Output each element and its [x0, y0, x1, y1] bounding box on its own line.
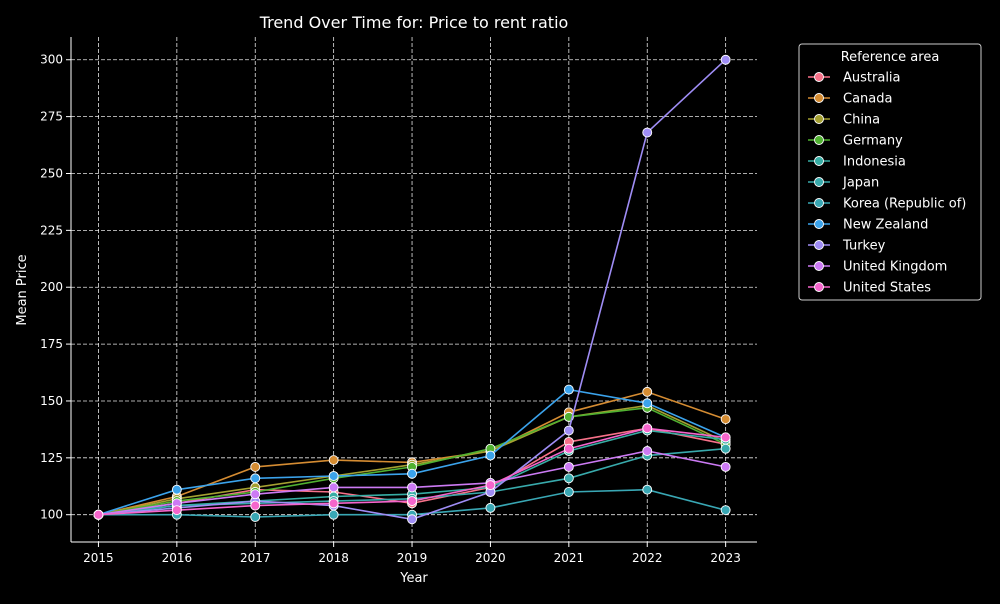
data-point-united-states [328, 498, 339, 509]
x-tick-label: 2021 [554, 551, 585, 565]
legend-marker-australia [814, 72, 824, 82]
x-tick-label: 2015 [83, 551, 114, 565]
legend-marker-china [814, 114, 824, 124]
data-point-korea-republic-of [328, 509, 339, 520]
y-tick-label: 150 [40, 394, 63, 408]
data-point-united-states [171, 505, 182, 516]
data-point-united-kingdom [642, 446, 653, 456]
data-point-united-kingdom [328, 482, 339, 493]
series-layer [93, 54, 731, 525]
y-tick-label: 250 [40, 166, 63, 180]
legend-marker-united-states [814, 282, 824, 292]
legend-marker-japan [814, 177, 824, 187]
data-point-united-states [250, 500, 261, 511]
data-point-new-zealand [171, 484, 182, 495]
data-point-canada [328, 455, 339, 466]
legend-marker-new-zealand [814, 219, 824, 229]
data-point-korea-republic-of [485, 502, 496, 513]
data-point-united-kingdom [563, 461, 574, 472]
legend-label-australia: Australia [843, 71, 901, 86]
legend-label-turkey: Turkey [842, 239, 886, 254]
legend-marker-united-kingdom [814, 261, 824, 271]
legend-label-united-states: United States [843, 281, 931, 296]
data-point-new-zealand [407, 468, 417, 479]
x-axis-label: Year [399, 571, 428, 586]
data-point-korea-republic-of [250, 512, 261, 522]
data-point-korea-republic-of [720, 505, 731, 516]
legend-marker-turkey [814, 240, 824, 250]
data-point-united-kingdom [250, 489, 261, 500]
y-tick-label: 175 [40, 337, 63, 351]
y-tick-label: 125 [40, 451, 63, 465]
data-point-japan [563, 473, 574, 484]
legend-label-germany: Germany [843, 134, 903, 149]
y-tick-label: 200 [40, 280, 63, 294]
data-point-united-states [407, 496, 417, 507]
x-tick-label: 2018 [318, 551, 349, 565]
legend-label-new-zealand: New Zealand [843, 218, 928, 233]
legend-marker-canada [814, 93, 824, 103]
data-point-new-zealand [250, 473, 261, 484]
legend-marker-korea-republic-of [814, 198, 824, 208]
x-tick-label: 2017 [240, 551, 271, 565]
data-point-united-states [93, 509, 104, 520]
data-point-united-states [642, 423, 653, 434]
y-tick-label: 100 [40, 508, 63, 522]
data-point-united-kingdom [720, 461, 731, 472]
legend-label-china: China [843, 113, 880, 128]
legend-marker-indonesia [814, 156, 824, 166]
data-point-canada [720, 414, 731, 425]
y-axis-label: Mean Price [15, 254, 30, 325]
data-point-united-states [563, 443, 574, 454]
legend-label-canada: Canada [843, 92, 892, 107]
x-tick-label: 2023 [710, 551, 741, 565]
data-point-united-kingdom [407, 482, 417, 493]
y-tick-label: 300 [40, 53, 63, 67]
data-point-turkey [407, 514, 417, 525]
data-point-new-zealand [485, 450, 496, 461]
data-point-canada [642, 386, 653, 397]
data-point-korea-republic-of [563, 487, 574, 497]
data-point-turkey [642, 127, 653, 138]
data-point-new-zealand [642, 398, 653, 409]
data-point-new-zealand [563, 384, 574, 395]
y-tick-label: 275 [40, 110, 63, 124]
data-point-turkey [720, 54, 731, 65]
axes-layer: 2015 2016 2017 2018 2019 2020 2021 2022 2023 100 1… [40, 37, 757, 565]
chart-title: Trend Over Time for: Price to rent ratio [259, 13, 569, 32]
data-point-united-states [720, 432, 731, 443]
grid-layer [71, 37, 757, 542]
legend-title: Reference area [841, 50, 940, 65]
data-point-korea-republic-of [642, 484, 653, 495]
data-point-canada [250, 461, 261, 472]
x-tick-label: 2016 [162, 551, 193, 565]
data-point-turkey [563, 425, 574, 436]
legend-label-japan: Japan [842, 176, 879, 191]
legend-label-indonesia: Indonesia [843, 155, 906, 170]
legend-label-korea-republic-of: Korea (Republic of) [843, 197, 966, 212]
y-tick-label: 225 [40, 223, 63, 237]
data-point-new-zealand [328, 471, 339, 481]
legend-frame [798, 43, 982, 301]
x-tick-label: 2019 [397, 551, 428, 565]
data-point-japan [720, 443, 731, 454]
legend-marker-germany [814, 135, 824, 145]
legend: Reference area Australia Canada China Germa… [798, 43, 982, 301]
legend-label-united-kingdom: United Kingdom [843, 260, 947, 275]
data-point-united-states [485, 480, 496, 491]
x-tick-label: 2020 [475, 551, 506, 565]
x-tick-label: 2022 [632, 551, 663, 565]
